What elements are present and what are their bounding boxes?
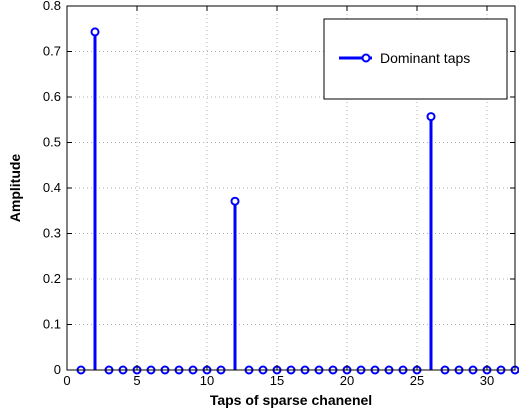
stem-marker <box>426 112 436 122</box>
y-tick-label: 0 <box>54 362 61 377</box>
stem-marker <box>90 27 100 37</box>
x-tick-label: 30 <box>480 373 494 388</box>
x-tick-label: 15 <box>270 373 284 388</box>
x-tick-label: 0 <box>63 373 70 388</box>
x-tick-label: 10 <box>200 373 214 388</box>
legend: Dominant taps <box>323 18 508 100</box>
y-tick-label: 0.6 <box>43 89 61 104</box>
x-axis-title: Taps of sparse chanenel <box>210 392 372 408</box>
legend-label: Dominant taps <box>380 50 470 66</box>
stem-marker <box>230 196 240 206</box>
ticks: 0 5 10 15 20 25 30 0 0.1 0.2 0.3 0.4 0.5 0.6 0.7 0.8 <box>43 0 515 388</box>
y-tick-label: 0.8 <box>43 0 61 13</box>
y-tick-label: 0.1 <box>43 317 61 332</box>
x-tick-label: 20 <box>340 373 354 388</box>
y-tick-label: 0.2 <box>43 271 61 286</box>
y-tick-label: 0.7 <box>43 44 61 59</box>
x-tick-label: 5 <box>133 373 140 388</box>
y-tick-label: 0.3 <box>43 226 61 241</box>
y-axis-title: Amplitude <box>7 154 23 223</box>
y-tick-label: 0.4 <box>43 180 61 195</box>
legend-marker-sample <box>361 53 371 63</box>
x-tick-label: 25 <box>410 373 424 388</box>
y-tick-label: 0.5 <box>43 135 61 150</box>
